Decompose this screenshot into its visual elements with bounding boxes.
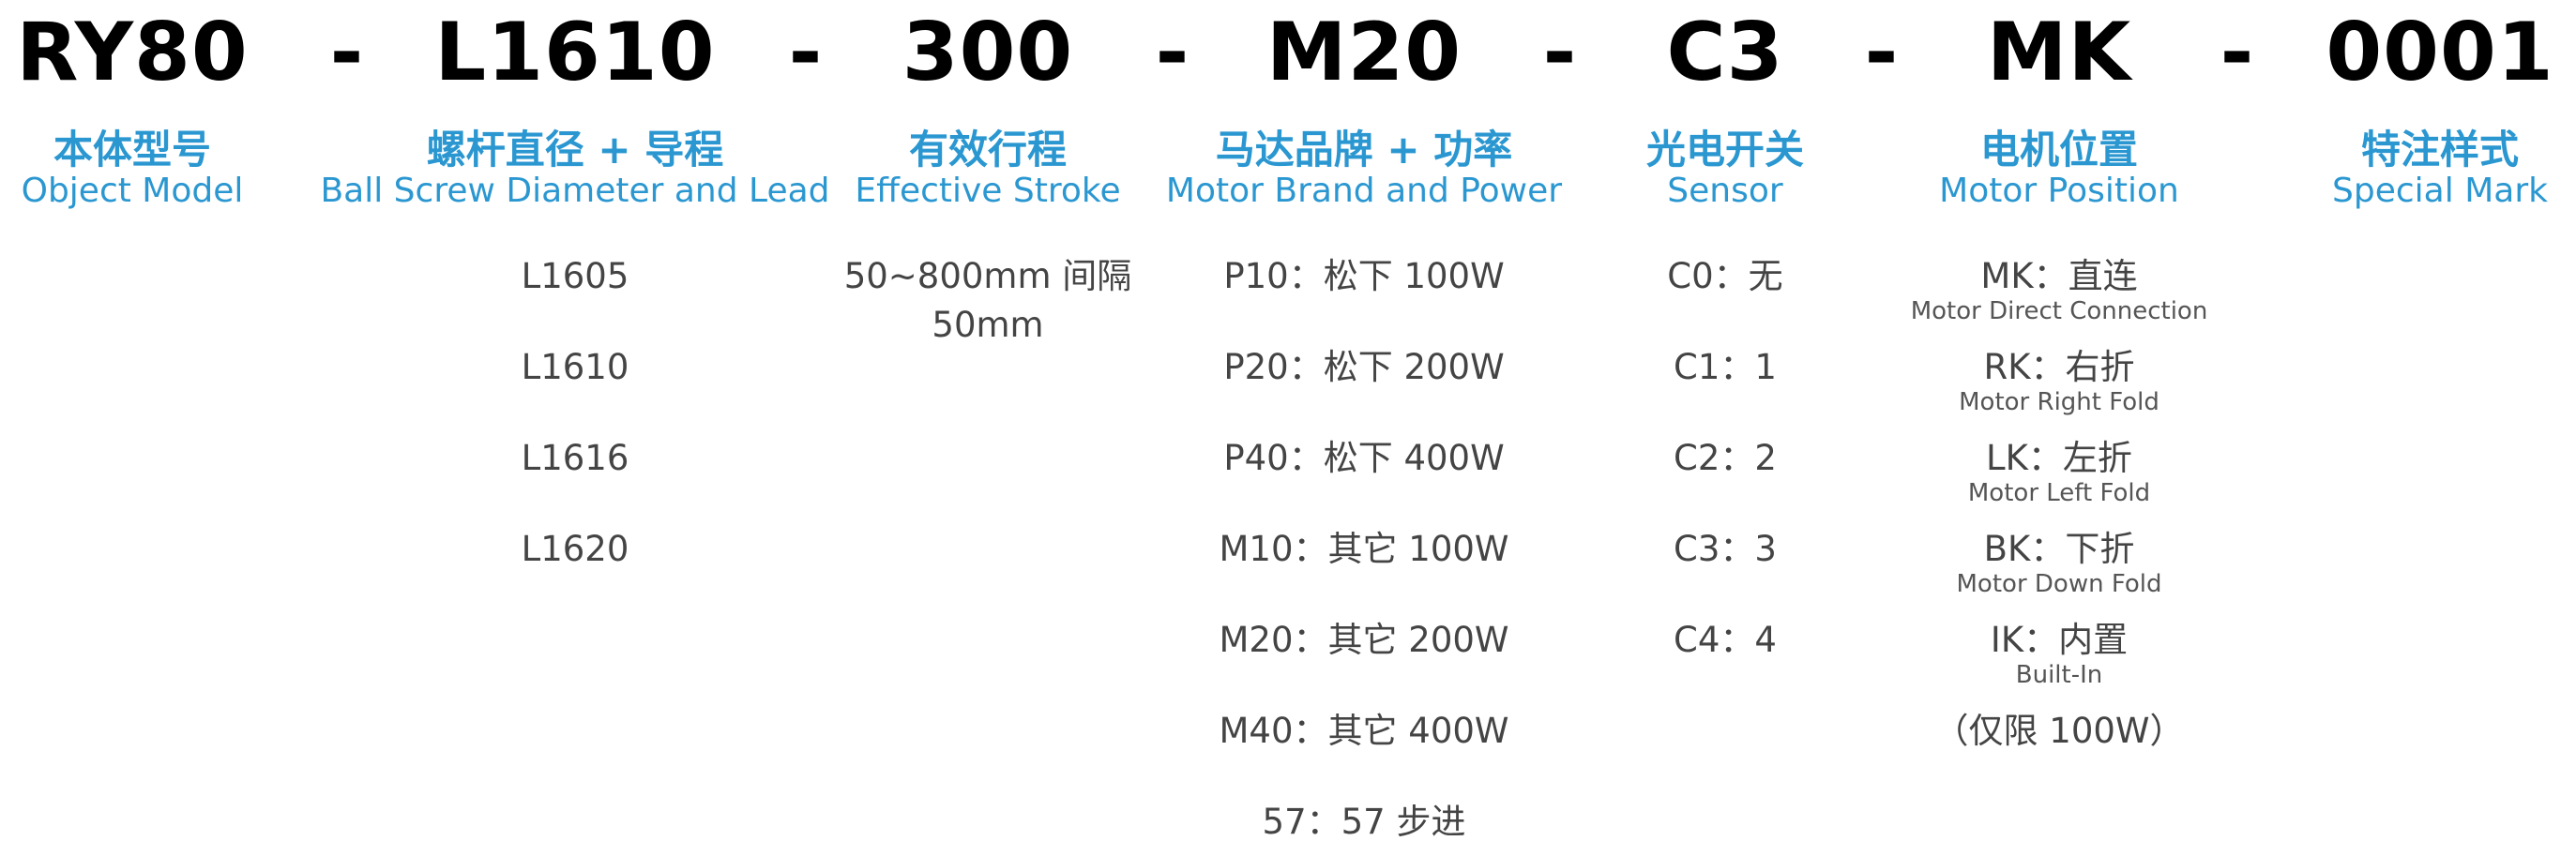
code-segment: C3 — [1666, 6, 1784, 99]
option-item: BK：下折 — [1983, 529, 2135, 569]
option-description: Built-In — [2015, 661, 2103, 689]
option-item: L1610 — [521, 347, 629, 387]
option-item: （仅限 100W） — [1933, 711, 2185, 751]
option-item: 50mm — [932, 305, 1044, 345]
code-segment: M20 — [1265, 6, 1462, 99]
option-item: M20：其它 200W — [1219, 620, 1509, 660]
code-segment: MK — [1986, 6, 2132, 99]
code-segment: L1610 — [434, 6, 716, 99]
option-item: RK：右折 — [1983, 347, 2135, 387]
column-heading-zh: 特注样式 — [2360, 127, 2520, 173]
column-heading-zh: 有效行程 — [908, 127, 1068, 173]
option-description: Motor Down Fold — [1956, 570, 2162, 598]
column-heading-zh: 电机位置 — [1979, 127, 2139, 173]
option-item: L1620 — [521, 529, 629, 569]
option-item: IK：内置 — [1990, 620, 2129, 660]
option-item: L1605 — [521, 256, 629, 296]
code-separator: - — [788, 6, 824, 99]
column-heading-en: Object Model — [21, 172, 244, 210]
option-item: C4：4 — [1674, 620, 1777, 660]
column-heading-en: Motor Position — [1939, 172, 2179, 210]
code-separator: - — [1155, 6, 1190, 99]
option-item: C0：无 — [1667, 256, 1783, 296]
code-segment: 0001 — [2326, 6, 2554, 99]
option-item: M10：其它 100W — [1219, 529, 1509, 569]
column-heading-zh: 马达品牌 + 功率 — [1215, 127, 1513, 173]
column-heading-en: Motor Brand and Power — [1165, 172, 1563, 210]
code-separator: - — [2220, 6, 2255, 99]
code-segment: RY80 — [16, 6, 249, 99]
option-description: Motor Left Fold — [1967, 479, 2151, 507]
option-item: C2：2 — [1674, 438, 1777, 478]
option-item: C1：1 — [1674, 347, 1777, 387]
option-item: 50~800mm 间隔 — [843, 256, 1132, 296]
code-separator: - — [1542, 6, 1578, 99]
column-heading-zh: 本体型号 — [53, 127, 212, 173]
option-item: P10：松下 100W — [1223, 256, 1505, 296]
column-heading-zh: 光电开关 — [1645, 127, 1805, 173]
option-description: Motor Right Fold — [1959, 388, 2159, 416]
column-heading-en: Ball Screw Diameter and Lead — [320, 172, 830, 210]
column-heading-en: Effective Stroke — [855, 172, 1121, 210]
option-item: LK：左折 — [1986, 438, 2132, 478]
option-item: MK：直连 — [1980, 256, 2138, 296]
column-heading-en: Special Mark — [2332, 172, 2548, 210]
option-description: Motor Direct Connection — [1910, 297, 2208, 325]
option-item: C3：3 — [1674, 529, 1777, 569]
option-item: 57：57 步进 — [1262, 802, 1466, 842]
option-item: M40：其它 400W — [1219, 711, 1509, 751]
column-heading-en: Sensor — [1667, 172, 1783, 210]
option-item: P20：松下 200W — [1223, 347, 1505, 387]
option-item: P40：松下 400W — [1223, 438, 1505, 478]
code-separator: - — [1864, 6, 1900, 99]
code-segment: 300 — [902, 6, 1074, 99]
code-separator: - — [329, 6, 365, 99]
column-heading-zh: 螺杆直径 + 导程 — [426, 127, 724, 173]
option-item: L1616 — [521, 438, 629, 478]
